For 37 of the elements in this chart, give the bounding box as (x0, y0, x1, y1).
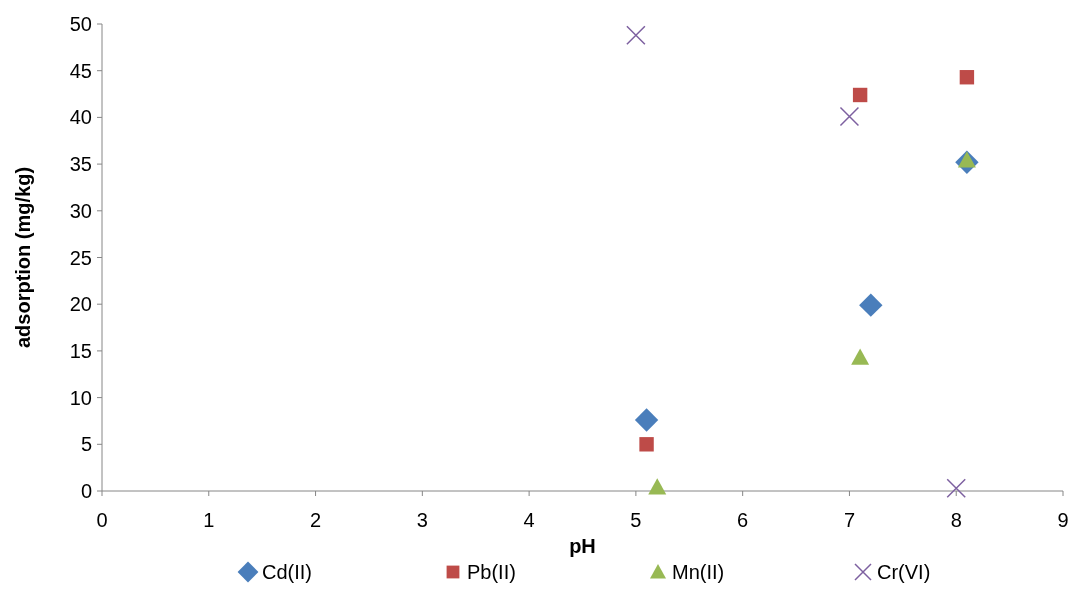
x-tick-label: 0 (96, 509, 108, 531)
legend-label: Pb(II) (467, 561, 516, 583)
x-axis-title: pH (569, 535, 596, 557)
x-tick-label: 8 (950, 509, 962, 531)
x-tick-label: 2 (309, 509, 322, 531)
x-tick-label: 7 (843, 509, 856, 531)
y-tick-label: 35 (69, 153, 92, 176)
legend-label: Cd(II) (262, 561, 312, 583)
point (626, 25, 646, 45)
point (959, 70, 975, 85)
point (639, 437, 654, 452)
y-tick-label: 15 (69, 339, 92, 362)
y-tick-label: 0 (80, 480, 92, 502)
y-tick-label: 40 (69, 106, 92, 129)
x-tick-label: 3 (416, 509, 428, 531)
y-tick-label: 25 (69, 246, 92, 269)
y-tick-label: 20 (69, 293, 92, 316)
y-axis-title: adsorption (mg/kg) (12, 166, 34, 349)
y-tick-label: 50 (69, 13, 92, 35)
x-tick-label: 9 (1057, 509, 1069, 531)
legend-label: Mn(II) (672, 561, 725, 583)
point (839, 106, 860, 127)
point (946, 478, 966, 498)
x-tick-label: 5 (630, 509, 642, 531)
x-tick-label: 4 (523, 509, 535, 531)
point (851, 348, 870, 365)
y-tick-label: 5 (80, 433, 92, 456)
point (634, 408, 659, 432)
y-tick-label: 45 (69, 59, 92, 82)
point (859, 293, 883, 317)
x-tick-label: 6 (737, 509, 749, 531)
y-tick-label: 10 (69, 386, 92, 409)
point (852, 87, 868, 103)
y-tick-label: 30 (69, 199, 92, 222)
x-tick-label: 1 (203, 509, 215, 531)
point (648, 478, 667, 495)
legend-label: Cr(VI) (877, 561, 931, 583)
